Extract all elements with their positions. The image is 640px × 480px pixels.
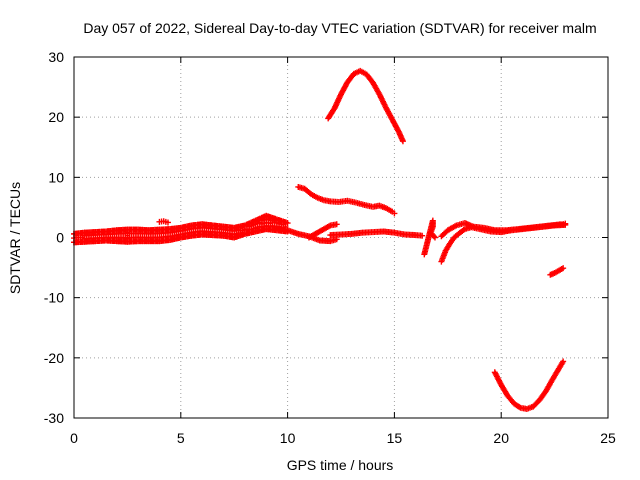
y-tick-label: 0 [56,230,64,246]
data-point [431,234,438,241]
x-tick-label: 15 [387,430,403,446]
series-arc-negative [491,358,567,412]
x-tick-label: 25 [600,430,616,446]
series-isolated-points-16h [421,217,438,258]
series-mid-day-wiggle [305,221,340,241]
y-tick-label: -20 [44,350,64,366]
data-point [391,210,398,217]
series-mid-day-flat [327,228,426,239]
series-decline-10-to-6 [295,183,398,217]
chart-title: Day 057 of 2022, Sidereal Day-to-day VTE… [83,20,596,36]
x-axis-label: GPS time / hours [287,457,394,473]
x-tick-label: 20 [493,430,509,446]
series-late-short [547,265,567,278]
data-point [282,228,289,235]
series-short-segment-4h [156,218,171,226]
data-point [419,232,426,239]
series-baseline-band-fill [71,212,289,246]
series-afternoon-upper [438,220,569,240]
plot-frame [73,56,609,419]
data-point [560,358,567,365]
data-point [516,403,523,410]
y-tick-label: -10 [44,290,64,306]
data-point [562,220,569,227]
y-tick-label: 10 [48,169,64,185]
data-point [399,138,406,145]
x-tick-label: 0 [70,430,78,446]
y-tick-label: 20 [48,109,64,125]
series-arc-positive [325,67,406,145]
data-points [71,67,569,412]
data-point [333,221,340,228]
y-tick-label: -30 [44,410,64,426]
data-point [164,219,171,226]
data-point [430,233,437,240]
y-axis-label: SDTVAR / TECUs [7,182,23,294]
x-tick-label: 10 [280,430,296,446]
y-tick-label: 30 [48,49,64,65]
data-point [560,265,567,272]
x-tick-label: 5 [177,430,185,446]
axis-ticks: 0 5 10 15 20 25 -30 -20 -10 0 10 20 30 [44,49,616,446]
